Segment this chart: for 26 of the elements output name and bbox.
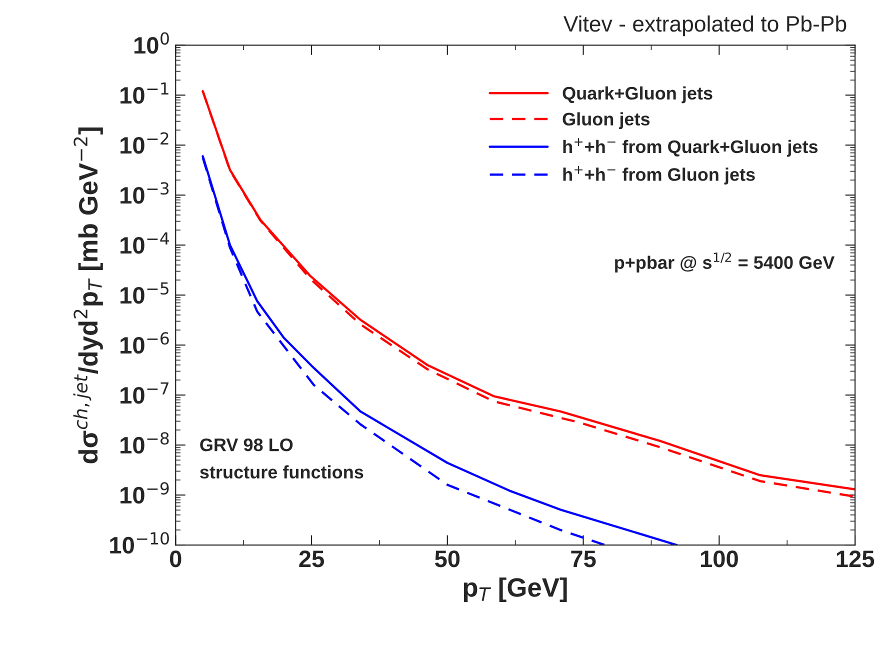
y-tick-label: 10$^{−10}$ [110,532,169,554]
text: dσ$^{ch,jet}$/dyd$^{2}$p$_{T}$ [mb GeV$^{−2}$] [73,127,103,464]
y-tick-label: 10$^{−3}$ [120,182,169,204]
y-tick-label: 10$^{−4}$ [120,232,169,254]
legend-label: Quark+Gluon jets [562,86,712,104]
y-tick-label: 10$^{−5}$ [120,282,168,304]
annotation: p+pbar @ s$^{1/2}$ = 5400 GeV [615,252,835,273]
y-tick-label: 10$^{−8}$ [120,432,169,454]
x-tick-label: 0 [170,550,182,568]
y-tick-label: 10$^{0}$ [134,32,169,54]
x-tick-label: 100 [700,550,738,568]
y-tick-label: 10$^{−9}$ [120,482,169,504]
x-axis-title: p$_{T}$ [GeV] [464,577,567,602]
annotation: GRV 98 LO structure functions [200,438,364,479]
x-tick-label: 125 [836,550,874,568]
legend-label: h$^{+}$+h$^{−}$ from Quark+Gluon jets [563,138,818,157]
x-tick-label: 75 [571,550,596,568]
x-tick-label: 50 [435,550,460,568]
legend-label: Gluon jets [562,112,650,130]
chart-title: Vitev - extrapolated to Pb-Pb [563,15,846,36]
y-tick-label: 10$^{−7}$ [120,382,168,404]
y-tick-label: 10$^{−6}$ [120,332,169,354]
y-tick-label: 10$^{−1}$ [120,82,168,104]
legend-label: h$^{+}$+h$^{−}$ from Gluon jets [563,166,755,184]
y-tick-label: 10$^{−2}$ [120,132,168,154]
x-tick-label: 25 [299,550,324,568]
